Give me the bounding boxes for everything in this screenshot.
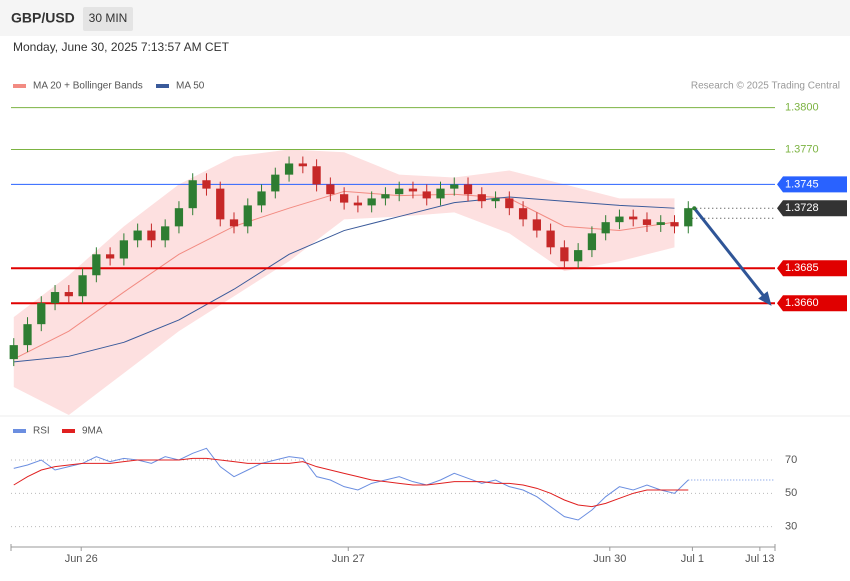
candle-body bbox=[601, 222, 610, 234]
candle-body bbox=[505, 198, 514, 209]
level-label: 1.3685 bbox=[785, 262, 819, 274]
candle-body bbox=[326, 184, 335, 195]
candle-body bbox=[243, 205, 252, 227]
candle-body bbox=[560, 247, 569, 262]
candle-body bbox=[422, 191, 431, 199]
candle-body bbox=[119, 240, 129, 259]
candle-body bbox=[23, 324, 32, 346]
candle-body bbox=[684, 208, 693, 227]
forecast-arrow bbox=[693, 207, 770, 303]
x-tick-label: Jul 1 bbox=[681, 553, 704, 565]
y-tick-label: 30 bbox=[785, 521, 797, 533]
legend-label: MA 20 + Bollinger Bands bbox=[33, 81, 143, 92]
candle-body bbox=[92, 254, 101, 276]
y-tick-label: 70 bbox=[785, 454, 797, 466]
candle-body bbox=[147, 230, 156, 241]
level-tag bbox=[777, 260, 847, 277]
candle-body bbox=[257, 191, 266, 206]
candle-body bbox=[642, 219, 652, 225]
candle-body bbox=[518, 208, 528, 220]
candle-body bbox=[408, 188, 418, 192]
symbol: GBP/USD bbox=[11, 10, 75, 26]
header-bar bbox=[0, 0, 850, 36]
candle-body bbox=[532, 219, 541, 231]
candle-body bbox=[436, 188, 445, 199]
candle-body bbox=[105, 254, 115, 259]
level-label: 1.3660 bbox=[785, 297, 819, 309]
moving-average bbox=[13, 196, 675, 363]
candle-body bbox=[491, 198, 500, 202]
candle-body bbox=[615, 216, 624, 223]
candle-body bbox=[216, 188, 225, 220]
level-tag bbox=[777, 200, 847, 217]
candle-body bbox=[477, 194, 486, 202]
legend-swatch bbox=[13, 84, 26, 88]
candle-body bbox=[340, 194, 349, 203]
y-tick-label: 50 bbox=[785, 487, 797, 499]
timeframe-box bbox=[83, 7, 133, 31]
candle-body bbox=[353, 202, 363, 206]
candle-body bbox=[629, 216, 638, 220]
candle-body bbox=[312, 166, 321, 185]
candle-body bbox=[174, 208, 184, 227]
candle-body bbox=[381, 194, 390, 199]
candle-body bbox=[133, 230, 142, 241]
candle-body bbox=[50, 292, 60, 304]
forecast-arrowhead bbox=[758, 291, 772, 306]
level-label: 1.3745 bbox=[785, 178, 819, 190]
candle-body bbox=[463, 184, 473, 195]
candle-body bbox=[229, 219, 239, 227]
legend-label: 9MA bbox=[82, 426, 103, 437]
x-tick-label: Jun 30 bbox=[593, 553, 626, 565]
legend-swatch bbox=[62, 429, 75, 433]
credit: Research © 2025 Trading Central bbox=[691, 81, 840, 92]
level-label: 1.3770 bbox=[785, 143, 819, 155]
candle-body bbox=[367, 198, 376, 206]
candle-body bbox=[271, 174, 280, 192]
level-tag bbox=[777, 176, 847, 193]
legend-label: MA 50 bbox=[176, 81, 205, 92]
x-tick-label: Jun 26 bbox=[65, 553, 98, 565]
candle-body bbox=[298, 163, 307, 167]
level-label: 1.3728 bbox=[785, 202, 819, 214]
candle-body bbox=[574, 250, 583, 262]
candle-body bbox=[395, 188, 404, 195]
candle-body bbox=[546, 230, 555, 248]
candle-body bbox=[78, 275, 87, 297]
candle-body bbox=[284, 163, 294, 175]
level-label: 1.3800 bbox=[785, 101, 819, 113]
x-tick-label: Jul 13 bbox=[745, 553, 774, 565]
legend-swatch bbox=[156, 84, 169, 88]
candle-body bbox=[656, 222, 665, 225]
candle-body bbox=[670, 222, 679, 227]
candle-body bbox=[202, 180, 211, 189]
candle-body bbox=[64, 292, 73, 297]
candle-body bbox=[37, 303, 46, 325]
candle-body bbox=[587, 233, 597, 251]
level-tag bbox=[777, 295, 847, 312]
legend-label: RSI bbox=[33, 426, 50, 437]
candle-body bbox=[9, 345, 18, 360]
candle-body bbox=[188, 180, 197, 209]
last-price-dot bbox=[692, 206, 697, 211]
rsi-line bbox=[13, 447, 689, 521]
candle-body bbox=[450, 184, 459, 189]
rsi-line bbox=[13, 457, 689, 508]
timestamp: Monday, June 30, 2025 7:13:57 AM CET bbox=[13, 40, 230, 54]
x-tick-label: Jun 27 bbox=[332, 553, 365, 565]
legend-swatch bbox=[13, 429, 26, 433]
candle-body bbox=[161, 226, 170, 241]
timeframe: 30 MIN bbox=[89, 11, 128, 25]
